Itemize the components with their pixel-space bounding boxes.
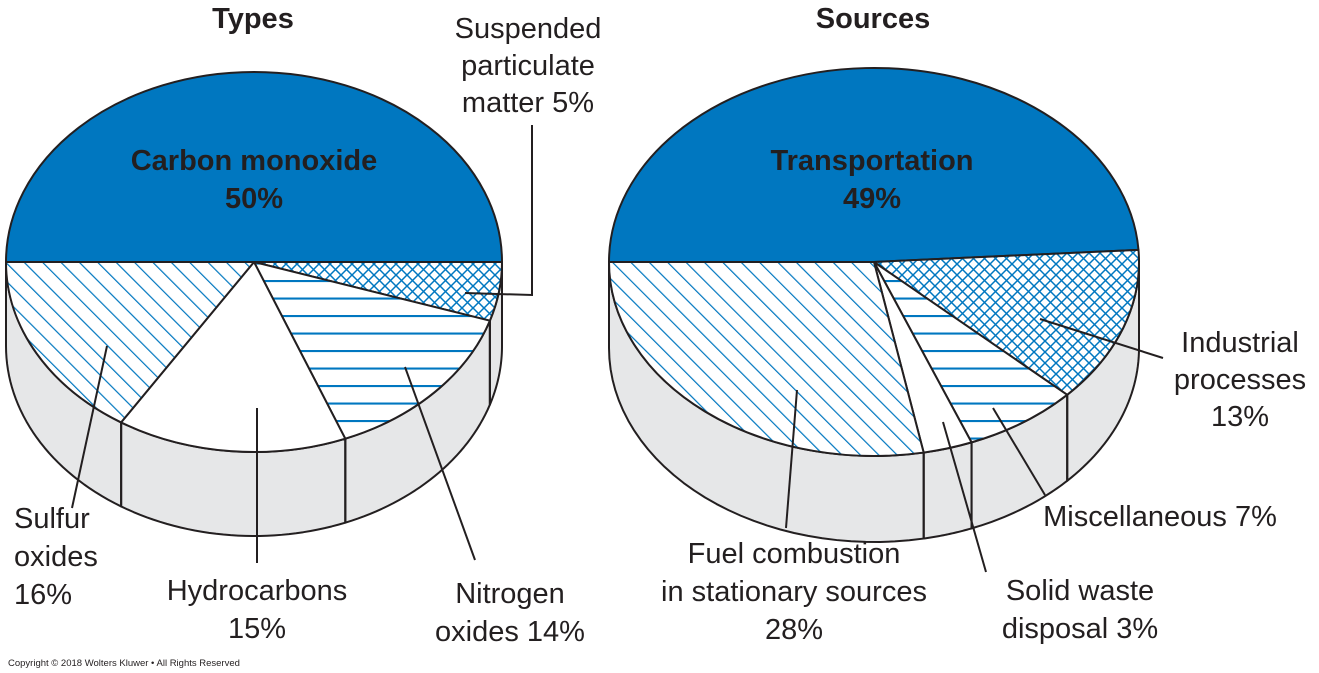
slice-label-nitrogen: Nitrogen oxides 14% bbox=[435, 578, 585, 648]
slice-industrial bbox=[873, 248, 1140, 396]
slice-label-line: particulate bbox=[461, 50, 595, 82]
slice-label-line: oxides 14% bbox=[435, 616, 585, 648]
slice-label-line: Fuel combustion bbox=[688, 538, 901, 570]
chart-types-slices bbox=[5, 71, 503, 537]
leader-line-industrial bbox=[1039, 318, 1164, 359]
chart-title-sources: Sources bbox=[816, 3, 930, 35]
slice-label-line: 50% bbox=[225, 183, 283, 215]
chart-types-labels: Carbon monoxide 50% Suspended particulate ma… bbox=[14, 13, 601, 648]
slice-label-line: Carbon monoxide bbox=[131, 145, 378, 177]
slice-label-transportation: Transportation 49% bbox=[770, 145, 973, 215]
leader-line-miscellaneous-7 bbox=[992, 407, 1046, 496]
slice-fuel-combustion bbox=[608, 261, 925, 457]
leader-line-suspended bbox=[464, 125, 533, 297]
slice-label-miscellaneous-7: Miscellaneous 7% bbox=[1043, 501, 1277, 533]
slice-label-line: Hydrocarbons bbox=[167, 575, 348, 607]
slice-label-hydrocarbons: Hydrocarbons 15% bbox=[167, 575, 348, 645]
slice-hydrocarbons bbox=[120, 261, 347, 453]
slice-label-line: 15% bbox=[228, 613, 286, 645]
slice-label-line: Industrial bbox=[1181, 327, 1299, 359]
leader-line-solid-waste bbox=[942, 421, 987, 573]
leader-line-nitrogen bbox=[404, 366, 476, 561]
slice-label-line: oxides bbox=[14, 541, 98, 573]
slice-label-line: Transportation bbox=[770, 145, 973, 177]
slice-label-line: 13% bbox=[1211, 401, 1269, 433]
slice-label-line: 28% bbox=[765, 614, 823, 646]
slice-miscellaneous-7 bbox=[873, 261, 1069, 444]
slice-label-solid-waste: Solid waste disposal 3% bbox=[1002, 575, 1158, 645]
slice-sulfur bbox=[5, 261, 255, 424]
slice-side-solid-waste bbox=[922, 441, 973, 540]
copyright-notice: Copyright © 2018 Wolters Kluwer • All Ri… bbox=[8, 658, 240, 669]
slice-label-industrial: Industrial processes 13% bbox=[1174, 327, 1306, 433]
slice-label-line: 49% bbox=[843, 183, 901, 215]
slice-label-sulfur: Sulfur oxides 16% bbox=[14, 503, 98, 611]
leader-line-sulfur bbox=[71, 345, 108, 509]
chart-sources: Sources Transportation 49% Industrial proce… bbox=[608, 3, 1306, 646]
slice-nitrogen bbox=[253, 261, 491, 440]
slice-label-carbon-monoxide: Carbon monoxide 50% bbox=[131, 145, 378, 215]
slice-label-line: processes bbox=[1174, 364, 1306, 396]
leader-line-fuel-combustion bbox=[785, 389, 798, 529]
slice-label-line: disposal 3% bbox=[1002, 613, 1158, 645]
slice-transportation bbox=[608, 66, 1140, 263]
slice-label-line: matter 5% bbox=[462, 87, 594, 119]
slice-label-line: Suspended bbox=[455, 13, 602, 45]
slice-label-line: in stationary sources bbox=[661, 576, 927, 608]
slice-label-line: Sulfur bbox=[14, 503, 90, 535]
chart-title-types: Types bbox=[212, 3, 294, 35]
slice-label-line: Nitrogen bbox=[455, 578, 565, 610]
slice-label-line: 16% bbox=[14, 579, 72, 611]
slice-carbon-monoxide bbox=[5, 71, 503, 263]
slice-label-line: Miscellaneous 7% bbox=[1043, 501, 1277, 533]
slice-label-line: Solid waste bbox=[1006, 575, 1154, 607]
chart-types: Types Carbon monoxide 50% Suspended particu… bbox=[5, 3, 601, 648]
chart-sources-slices bbox=[608, 66, 1140, 543]
chart-sources-labels: Transportation 49% Industrial processes 13% M… bbox=[661, 145, 1306, 646]
slice-label-fuel-combustion: Fuel combustion in stationary sources 28% bbox=[661, 538, 927, 646]
slice-label-suspended: Suspended particulate matter 5% bbox=[455, 13, 602, 119]
